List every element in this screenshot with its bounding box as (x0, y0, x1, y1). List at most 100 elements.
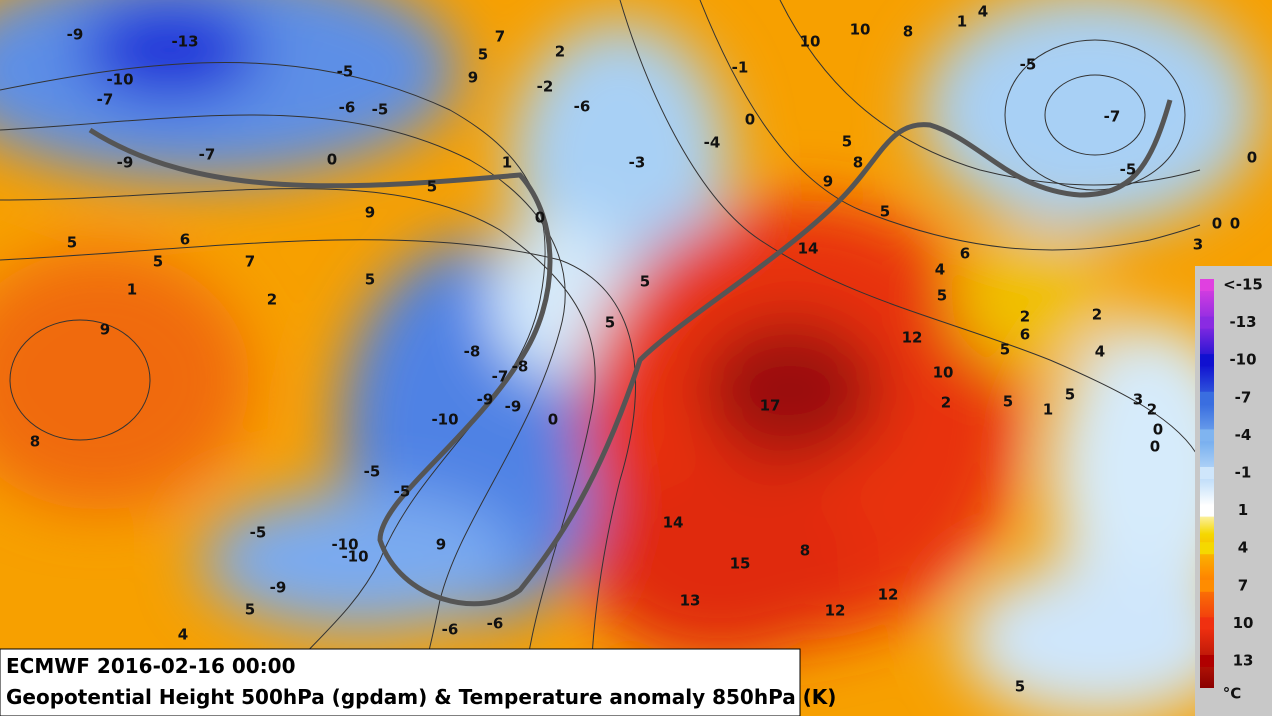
map-label: -9 (67, 26, 84, 44)
map-label: 5 (640, 273, 650, 291)
map-label: -1 (732, 59, 749, 77)
map-label: -4 (704, 134, 721, 152)
map-label: 1 (502, 154, 512, 172)
map-label: 2 (267, 291, 277, 309)
map-label: 10 (850, 21, 871, 39)
map-label: 5 (67, 234, 77, 252)
colorbar-swatch (1200, 655, 1214, 667)
map-label: 5 (478, 46, 488, 64)
map-label: 14 (798, 240, 819, 258)
colorbar-label: 10 (1233, 614, 1254, 632)
map-label: 0 (745, 111, 755, 129)
colorbar-label: -1 (1235, 464, 1252, 482)
main-contour (88, 99, 1173, 607)
map-label: -7 (199, 146, 216, 164)
map-label: -8 (512, 358, 529, 376)
map-label: 1 (1043, 401, 1053, 419)
map-label: -5 (250, 524, 267, 542)
map-label: -9 (477, 391, 494, 409)
map-label: -7 (492, 368, 509, 386)
map-label: 5 (153, 253, 163, 271)
colorbar-unit: °C (1223, 685, 1242, 703)
map-label: 1 (127, 281, 137, 299)
map-label: 6 (960, 245, 970, 263)
caption-subtitle: Geopotential Height 500hPa (gpdam) & Tem… (6, 685, 836, 709)
map-label: 0 (1247, 149, 1257, 167)
map-label: -13 (171, 33, 198, 51)
map-label: 6 (180, 231, 190, 249)
map-label: 8 (853, 154, 863, 172)
map-label: -2 (537, 78, 554, 96)
colorbar-label: 7 (1238, 576, 1248, 594)
colorbar-label: -7 (1235, 388, 1252, 406)
map-label: 10 (800, 33, 821, 51)
map-label: -7 (1104, 108, 1121, 126)
map-label: 9 (468, 69, 478, 87)
map-label: 0 (548, 411, 558, 429)
map-label: 5 (365, 271, 375, 289)
colorbar-label: 13 (1233, 652, 1254, 670)
map-label: -5 (394, 483, 411, 501)
colorbar-swatch (1200, 542, 1214, 555)
colorbar-label: <-15 (1223, 276, 1263, 294)
map-label: 5 (245, 601, 255, 619)
colorbar-swatch (1200, 579, 1214, 592)
map-label: 5 (427, 178, 437, 196)
colorbar-swatch (1200, 504, 1214, 517)
colorbar-label: 1 (1238, 501, 1248, 519)
colorbar-swatch (1200, 354, 1214, 367)
colorbar-swatch (1200, 429, 1214, 442)
map-label: 3 (1193, 236, 1203, 254)
map-label: 12 (825, 602, 846, 620)
map-label: 5 (937, 287, 947, 305)
colorbar-swatch (1200, 617, 1214, 630)
map-label: 9 (823, 173, 833, 191)
map-label: 5 (1000, 341, 1010, 359)
map-label: -10 (431, 411, 458, 429)
map-label: 5 (880, 203, 890, 221)
map-label: 8 (30, 433, 40, 451)
map-label: -6 (574, 98, 591, 116)
map-label: -6 (442, 621, 459, 639)
colorbar-label: -13 (1229, 313, 1256, 331)
map-label: -10 (106, 71, 133, 89)
map-label: -9 (270, 579, 287, 597)
map-label: -9 (505, 398, 522, 416)
map-label: 13 (680, 592, 701, 610)
map-label: 14 (663, 514, 684, 532)
map-label: 5 (842, 133, 852, 151)
map-label: 4 (1095, 343, 1105, 361)
map-label: 12 (878, 586, 899, 604)
map-label: -5 (364, 463, 381, 481)
map-label: -7 (97, 91, 114, 109)
map-label: 0 (1212, 215, 1222, 233)
map-label: 9 (365, 204, 375, 222)
map-label: 12 (902, 329, 923, 347)
map-label: 0 (327, 151, 337, 169)
map-label: 8 (903, 23, 913, 41)
map-label: -6 (487, 615, 504, 633)
map-label: -8 (464, 343, 481, 361)
map-label: 1 (957, 13, 967, 31)
map-label: 0 (535, 209, 545, 227)
map-label: 2 (1020, 308, 1030, 326)
map-label: 4 (935, 261, 945, 279)
map-label: 0 (1150, 438, 1160, 456)
map-label: -10 (331, 536, 358, 554)
map-label: 7 (495, 28, 505, 46)
map-label: 7 (245, 253, 255, 271)
map-label: 4 (978, 3, 988, 21)
caption-title: ECMWF 2016-02-16 00:00 (6, 654, 295, 678)
map-label: -10 (341, 548, 368, 566)
map-label: 5 (1065, 386, 1075, 404)
map-label: 5 (605, 314, 615, 332)
map-label: 9 (436, 536, 446, 554)
colorbar-swatch (1200, 316, 1214, 329)
map-label: 2 (941, 394, 951, 412)
map-label: 10 (933, 364, 954, 382)
colorbar-swatch (1200, 279, 1214, 291)
map-label: -5 (1120, 161, 1137, 179)
colorbar-swatch (1200, 467, 1214, 479)
